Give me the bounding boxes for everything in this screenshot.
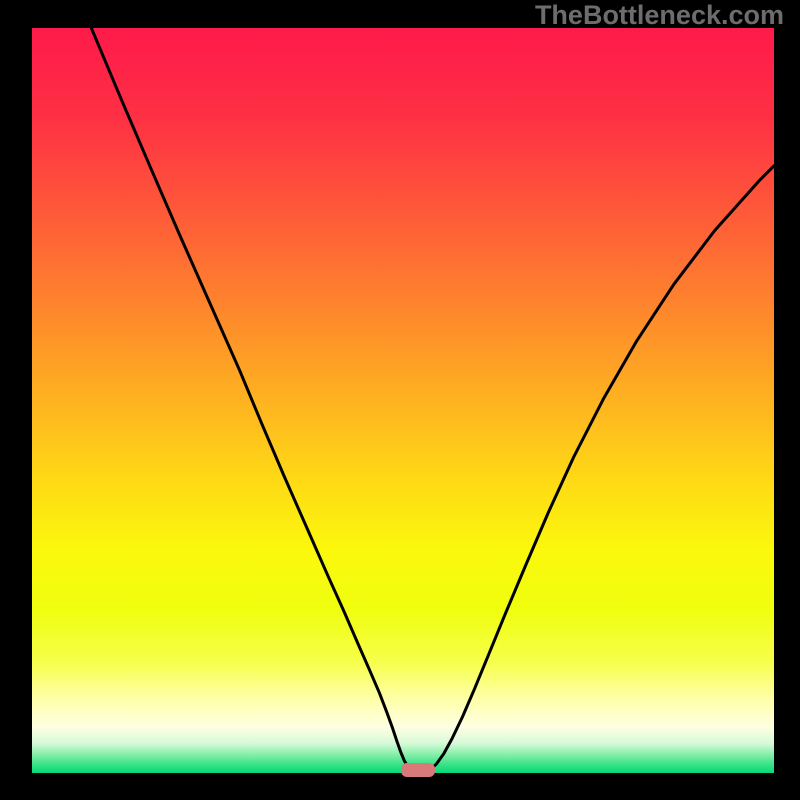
optimal-marker bbox=[401, 763, 434, 776]
chart-container: TheBottleneck.com bbox=[0, 0, 800, 800]
plot-area bbox=[32, 28, 774, 773]
watermark-text: TheBottleneck.com bbox=[535, 0, 784, 31]
bottleneck-curve bbox=[32, 28, 774, 773]
